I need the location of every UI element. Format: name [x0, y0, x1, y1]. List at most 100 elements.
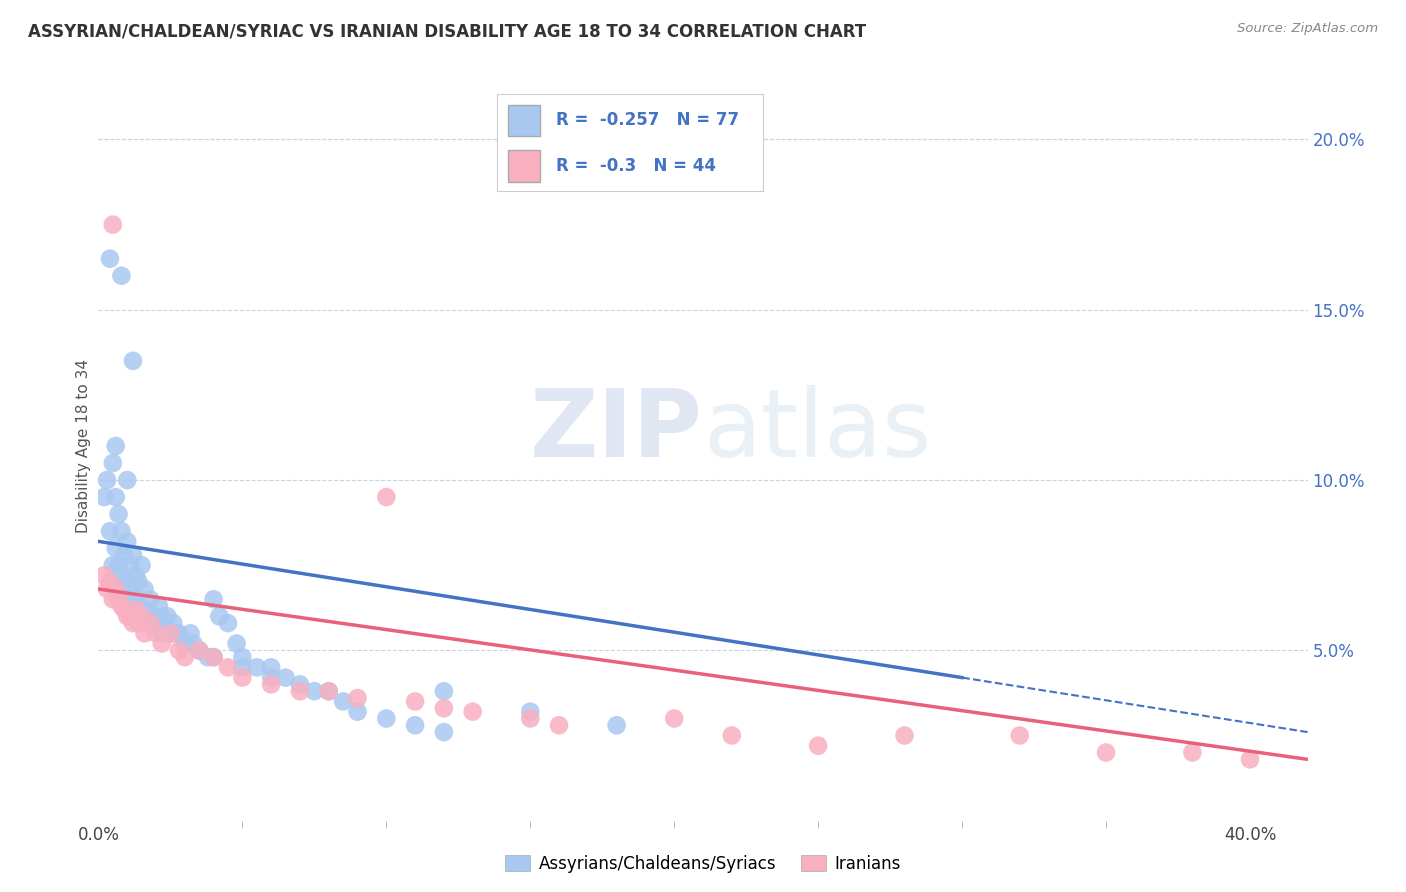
- Point: [346, 691, 368, 706]
- Point: [112, 575, 135, 590]
- Point: [433, 701, 456, 715]
- Point: [519, 711, 541, 725]
- Point: [101, 218, 124, 232]
- Point: [134, 582, 156, 596]
- Point: [150, 609, 173, 624]
- Point: [231, 660, 253, 674]
- Point: [173, 636, 195, 650]
- Point: [167, 626, 190, 640]
- Point: [98, 524, 121, 538]
- Point: [807, 739, 830, 753]
- Point: [122, 354, 145, 368]
- Point: [260, 671, 283, 685]
- Point: [131, 609, 153, 624]
- Point: [134, 602, 156, 616]
- Point: [246, 660, 269, 674]
- Point: [159, 626, 181, 640]
- Point: [159, 626, 181, 640]
- Point: [260, 677, 283, 691]
- Point: [115, 534, 138, 549]
- Point: [318, 684, 340, 698]
- Point: [107, 592, 129, 607]
- Point: [125, 568, 148, 582]
- Point: [128, 575, 150, 590]
- Text: ASSYRIAN/CHALDEAN/SYRIAC VS IRANIAN DISABILITY AGE 18 TO 34 CORRELATION CHART: ASSYRIAN/CHALDEAN/SYRIAC VS IRANIAN DISA…: [28, 22, 866, 40]
- Point: [104, 541, 127, 556]
- Point: [112, 548, 135, 562]
- Point: [110, 268, 132, 283]
- Point: [93, 490, 115, 504]
- Point: [110, 524, 132, 538]
- Point: [98, 575, 121, 590]
- Point: [128, 616, 150, 631]
- Point: [131, 602, 153, 616]
- Point: [1095, 746, 1118, 760]
- Text: atlas: atlas: [703, 385, 931, 477]
- Point: [188, 643, 211, 657]
- Point: [404, 694, 426, 708]
- Point: [461, 705, 484, 719]
- Point: [148, 599, 170, 613]
- Y-axis label: Disability Age 18 to 34: Disability Age 18 to 34: [76, 359, 91, 533]
- Point: [188, 643, 211, 657]
- Point: [288, 684, 311, 698]
- Point: [1008, 729, 1031, 743]
- Point: [606, 718, 628, 732]
- Point: [156, 609, 179, 624]
- Point: [131, 558, 153, 573]
- Point: [208, 609, 231, 624]
- Point: [332, 694, 354, 708]
- Point: [202, 650, 225, 665]
- Point: [1239, 752, 1261, 766]
- Point: [93, 568, 115, 582]
- Point: [1181, 746, 1204, 760]
- Point: [231, 671, 253, 685]
- Point: [183, 636, 205, 650]
- Point: [125, 592, 148, 607]
- Point: [197, 650, 219, 665]
- Point: [375, 490, 398, 504]
- Point: [893, 729, 915, 743]
- Point: [110, 568, 132, 582]
- Text: ZIP: ZIP: [530, 385, 703, 477]
- Point: [173, 636, 195, 650]
- Point: [122, 592, 145, 607]
- Point: [139, 616, 162, 631]
- Point: [153, 616, 176, 631]
- Point: [120, 558, 142, 573]
- Point: [120, 582, 142, 596]
- Point: [115, 473, 138, 487]
- Point: [346, 705, 368, 719]
- Point: [664, 711, 686, 725]
- Point: [173, 650, 195, 665]
- Point: [720, 729, 742, 743]
- Point: [288, 677, 311, 691]
- Point: [112, 602, 135, 616]
- Point: [231, 650, 253, 665]
- Point: [375, 711, 398, 725]
- Point: [217, 660, 239, 674]
- Point: [104, 582, 127, 596]
- Point: [202, 650, 225, 665]
- Point: [98, 252, 121, 266]
- Point: [115, 582, 138, 596]
- Point: [139, 609, 162, 624]
- Point: [225, 636, 247, 650]
- Point: [142, 609, 165, 624]
- Point: [134, 626, 156, 640]
- Point: [433, 725, 456, 739]
- Point: [136, 609, 159, 624]
- Point: [120, 609, 142, 624]
- Point: [122, 616, 145, 631]
- Point: [217, 616, 239, 631]
- Point: [107, 558, 129, 573]
- Point: [433, 684, 456, 698]
- Point: [104, 439, 127, 453]
- Point: [548, 718, 571, 732]
- Point: [104, 490, 127, 504]
- Point: [122, 548, 145, 562]
- Point: [519, 705, 541, 719]
- Point: [125, 602, 148, 616]
- Point: [96, 473, 118, 487]
- Point: [145, 626, 167, 640]
